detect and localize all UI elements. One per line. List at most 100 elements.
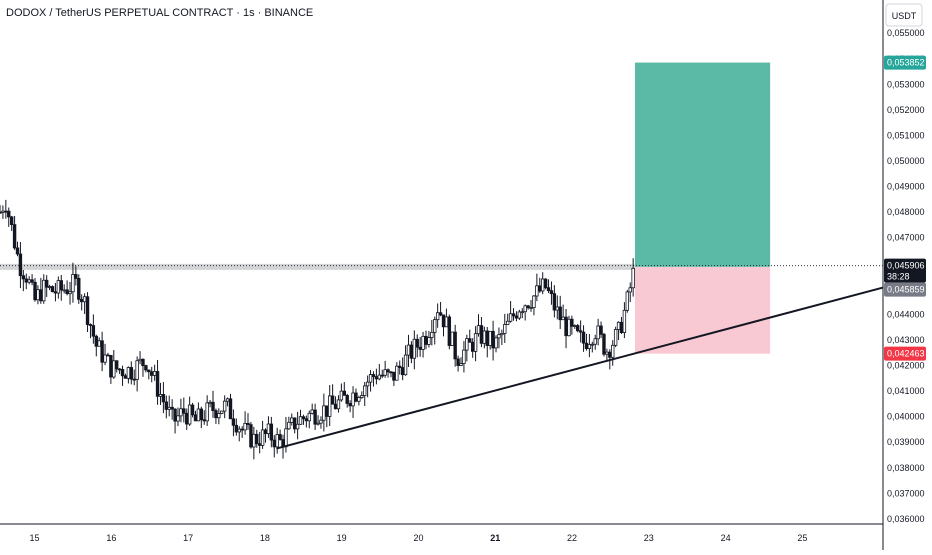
candle-body [310,409,314,414]
candle-body [129,367,133,380]
candle-body [608,351,612,358]
candle-body [462,349,466,364]
candle-body [42,279,46,302]
candle-body [546,287,551,292]
candle-body [161,394,166,403]
candle-body [9,216,14,225]
candle-body [33,281,37,301]
candle-body [120,369,125,377]
candle-body [380,374,384,377]
x-tick-label: 22 [567,533,577,543]
candle-body [237,428,241,433]
candle-body [587,344,592,349]
candle-body [1,210,5,213]
candle-body [0,211,2,214]
candle-body [115,360,119,370]
y-tick-label: 0,050000 [887,156,925,166]
candle-body [409,344,414,359]
stop-loss-zone[interactable] [634,266,771,354]
entry-price-tag [884,282,926,297]
candle-body [187,404,192,425]
candle-body [613,329,618,346]
candle-body [132,378,136,381]
candle-body [100,340,104,363]
candle-body [255,433,259,445]
candle-body [450,331,454,346]
y-tick-label: 0,042000 [887,361,925,371]
candle-body [287,421,291,430]
candle-body [190,404,195,416]
candle-body [453,331,457,360]
candle-body [82,296,87,303]
candle-body [290,417,294,423]
candle-body [383,369,387,376]
candle-body [109,355,113,378]
candle-body [62,289,66,292]
candle-body [511,313,516,317]
candle-body [147,369,151,373]
candle-body [164,401,169,410]
take-profit-price-label: 0,053852 [887,58,925,68]
candle-body [272,439,276,448]
y-tick-label: 0,048000 [887,207,925,217]
candle-body [488,330,492,346]
candle-body [520,311,524,314]
candle-body [611,344,615,358]
candle-body [543,278,548,289]
candle-body [196,408,201,422]
candle-body [424,335,428,345]
candle-body [389,371,393,374]
candle-body [360,395,364,398]
take-profit-zone[interactable] [634,62,771,267]
candle-body [240,428,244,431]
candle-body [173,408,177,422]
candle-body [123,375,128,379]
candle-body [584,342,589,349]
candle-body [88,324,93,326]
candle-body [284,428,288,448]
candle-body [18,253,23,277]
candle-body [339,390,344,401]
candle-body [202,419,206,422]
candle-body [386,369,390,373]
candle-body [374,376,379,380]
candle-body [476,325,481,335]
candle-body [485,330,489,346]
y-tick-label: 0,047000 [887,233,925,243]
candle-body [322,405,326,421]
trendline[interactable] [276,286,884,450]
y-tick-label: 0,044000 [887,309,925,319]
candle-body [79,298,84,303]
candle-body [593,338,597,345]
candle-body [558,306,562,321]
candle-body [214,410,218,419]
candle-body [292,417,297,430]
candle-body [398,365,402,368]
unit-button[interactable] [885,3,923,27]
candle-body [243,422,247,431]
candle-body [549,290,554,295]
candle-body [392,371,396,381]
candle-body [304,418,309,422]
candle-body [21,275,26,280]
candle-body [260,429,265,446]
candle-body [616,321,621,330]
candle-body [342,390,346,396]
y-tick-label: 0,036000 [887,514,925,524]
candle-body [56,280,61,294]
candle-body [622,309,627,333]
candle-body [415,338,419,348]
candle-body [47,286,52,288]
x-tick-label: 16 [106,533,116,543]
candle-body [158,394,163,397]
candle-body [275,434,279,448]
candle-body [144,365,148,371]
candle-body [106,354,110,357]
candle-body [368,374,373,383]
candle-body [365,381,370,387]
candle-body [433,319,437,333]
candle-body [301,416,306,420]
candle-body [494,337,498,349]
